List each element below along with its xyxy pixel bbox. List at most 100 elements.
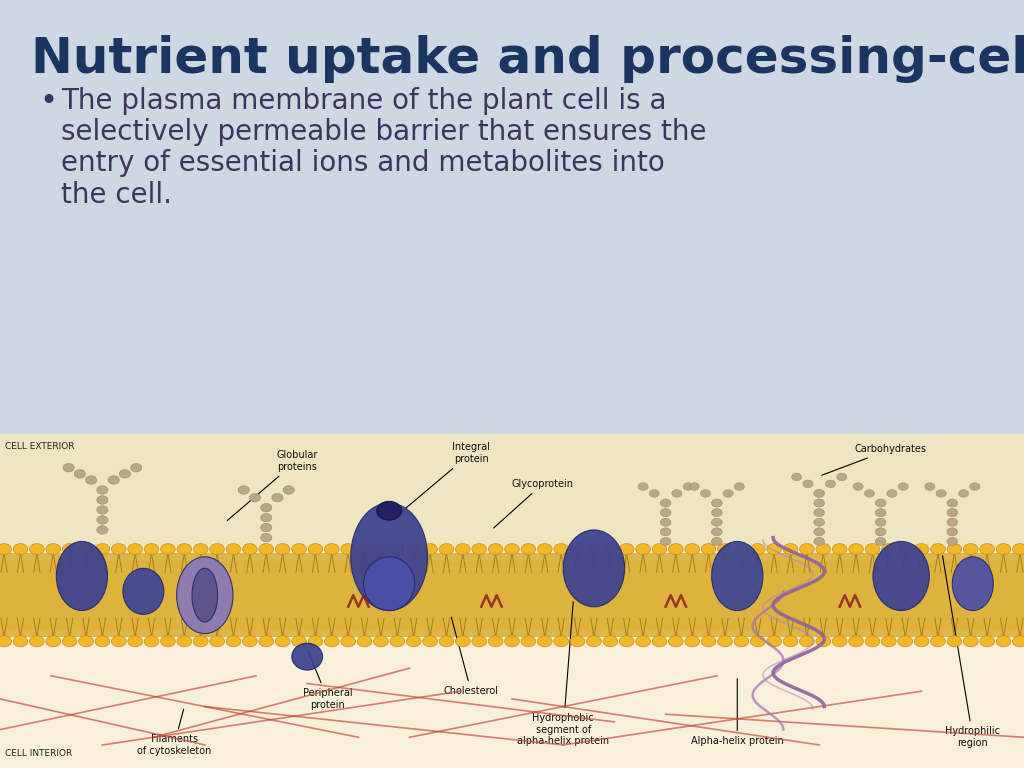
Circle shape — [128, 636, 142, 647]
Circle shape — [13, 544, 28, 554]
Circle shape — [718, 636, 732, 647]
Circle shape — [882, 544, 896, 554]
Circle shape — [816, 544, 830, 554]
Circle shape — [377, 502, 401, 520]
Circle shape — [947, 544, 962, 554]
Circle shape — [79, 544, 93, 554]
Circle shape — [1013, 636, 1024, 647]
Circle shape — [74, 470, 86, 478]
Circle shape — [112, 636, 126, 647]
Circle shape — [603, 636, 617, 647]
Circle shape — [250, 494, 260, 502]
Circle shape — [947, 538, 957, 545]
Circle shape — [439, 636, 454, 647]
Circle shape — [407, 544, 421, 554]
Circle shape — [876, 538, 886, 545]
Circle shape — [914, 636, 929, 647]
Circle shape — [849, 544, 863, 554]
Circle shape — [947, 528, 957, 536]
Circle shape — [177, 636, 191, 647]
Circle shape — [996, 544, 1011, 554]
Circle shape — [131, 464, 141, 472]
Circle shape — [341, 636, 355, 647]
Circle shape — [1013, 544, 1024, 554]
Circle shape — [718, 544, 732, 554]
Circle shape — [876, 528, 886, 536]
Circle shape — [243, 544, 257, 554]
Circle shape — [898, 636, 912, 647]
Circle shape — [767, 636, 781, 647]
Circle shape — [390, 544, 404, 554]
Circle shape — [259, 544, 273, 554]
Circle shape — [505, 544, 519, 554]
Bar — [0, 434, 1024, 545]
Circle shape — [814, 499, 824, 507]
Circle shape — [814, 528, 824, 536]
Circle shape — [800, 636, 814, 647]
Circle shape — [947, 518, 957, 526]
Text: CELL EXTERIOR: CELL EXTERIOR — [5, 442, 75, 451]
Circle shape — [194, 636, 208, 647]
Circle shape — [833, 636, 847, 647]
Circle shape — [341, 544, 355, 554]
Circle shape — [587, 544, 601, 554]
Text: Hydrophilic
region: Hydrophilic region — [942, 556, 1000, 748]
Bar — [0, 645, 1024, 768]
Circle shape — [734, 473, 744, 481]
Circle shape — [488, 544, 503, 554]
Circle shape — [423, 544, 437, 554]
Circle shape — [734, 636, 749, 647]
Circle shape — [308, 636, 323, 647]
Circle shape — [161, 544, 175, 554]
Text: Hydrophobic
segment of
alpha-helix protein: Hydrophobic segment of alpha-helix prote… — [517, 602, 609, 746]
Circle shape — [701, 544, 716, 554]
Bar — [0, 553, 1024, 637]
Circle shape — [472, 636, 486, 647]
Circle shape — [683, 473, 693, 481]
Circle shape — [194, 544, 208, 554]
Ellipse shape — [563, 530, 625, 607]
Ellipse shape — [712, 541, 763, 611]
Circle shape — [816, 636, 830, 647]
Circle shape — [685, 636, 699, 647]
Circle shape — [931, 636, 945, 647]
Circle shape — [814, 538, 824, 545]
Circle shape — [390, 636, 404, 647]
Circle shape — [62, 464, 74, 472]
Text: Globular
proteins: Globular proteins — [227, 450, 317, 521]
Text: The plasma membrane of the plant cell is a: The plasma membrane of the plant cell is… — [61, 87, 667, 114]
Circle shape — [144, 636, 159, 647]
Circle shape — [46, 636, 60, 647]
Text: •: • — [39, 87, 57, 116]
Circle shape — [292, 636, 306, 647]
Ellipse shape — [56, 541, 108, 611]
Circle shape — [30, 636, 44, 647]
Circle shape — [814, 508, 824, 517]
Circle shape — [62, 636, 77, 647]
Ellipse shape — [350, 503, 428, 611]
Circle shape — [700, 480, 711, 488]
Circle shape — [46, 544, 60, 554]
Circle shape — [701, 636, 716, 647]
Circle shape — [814, 518, 824, 526]
Circle shape — [964, 636, 978, 647]
Circle shape — [723, 480, 733, 488]
Circle shape — [283, 486, 295, 495]
Circle shape — [751, 544, 765, 554]
Ellipse shape — [872, 541, 930, 611]
Circle shape — [538, 544, 552, 554]
Circle shape — [325, 636, 339, 647]
Circle shape — [272, 494, 283, 502]
Circle shape — [456, 544, 470, 554]
Circle shape — [898, 492, 908, 500]
Circle shape — [0, 636, 11, 647]
Circle shape — [980, 636, 994, 647]
Circle shape — [260, 534, 272, 542]
Circle shape — [407, 636, 421, 647]
Circle shape — [882, 636, 896, 647]
Circle shape — [96, 496, 109, 505]
Circle shape — [95, 636, 110, 647]
Circle shape — [488, 636, 503, 647]
Circle shape — [825, 490, 836, 498]
Circle shape — [660, 499, 671, 507]
